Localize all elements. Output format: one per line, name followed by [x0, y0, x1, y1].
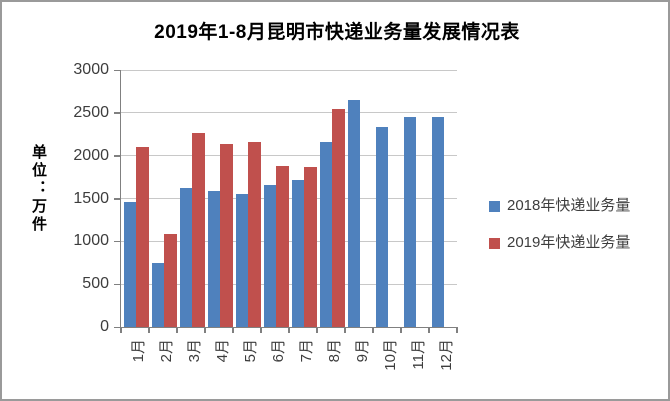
bar-2019年快递业务量-7月 [304, 166, 317, 327]
y-axis-tick-label: 2500 [73, 103, 109, 121]
y-axis-tick-label: 1500 [73, 189, 109, 207]
bar-2019年快递业务量-8月 [332, 109, 345, 327]
y-axis-unit-label: 单位：万件 [30, 144, 47, 234]
bar-2018年快递业务量-3月 [179, 188, 192, 327]
x-axis-tick [456, 327, 458, 333]
bar-2018年快递业务量-8月 [319, 141, 332, 327]
x-axis-tick-label: 2月 [157, 339, 175, 363]
bar-2019年快递业务量-3月 [192, 133, 205, 327]
x-axis-tick [204, 327, 206, 333]
y-axis-tick-label: 3000 [73, 61, 109, 78]
legend-swatch-2019-icon [489, 237, 500, 249]
bar-2018年快递业务量-2月 [151, 262, 164, 327]
x-axis-tick [260, 327, 262, 333]
y-axis-tick [114, 155, 120, 157]
y-axis-tick-label: 500 [82, 275, 109, 293]
x-axis-tick-label: 6月 [269, 339, 287, 363]
gridline [121, 240, 457, 242]
x-axis-tick-label: 4月 [213, 339, 231, 363]
bar-2018年快递业务量-6月 [263, 184, 276, 327]
legend-label-2019: 2019年快递业务量 [507, 234, 631, 251]
x-axis-tick-label: 8月 [325, 339, 343, 363]
bar-2018年快递业务量-1月 [123, 201, 136, 327]
x-axis-tick-label: 9月 [353, 339, 371, 363]
gridline [121, 112, 457, 114]
x-axis-tick-label: 10月 [381, 339, 399, 371]
y-axis-tick [114, 283, 120, 286]
gridline [121, 283, 457, 285]
legend-swatch-2018-icon [489, 200, 500, 212]
y-axis-tick [114, 69, 120, 71]
legend-item-2018: 2018年快递业务量 [489, 196, 630, 216]
gridline [121, 69, 457, 71]
x-axis-tick [120, 327, 122, 333]
x-axis-tick [344, 327, 346, 333]
legend-label-2018: 2018年快递业务量 [507, 197, 631, 214]
y-axis-tick-label: 0 [100, 318, 109, 335]
y-axis-tick [114, 112, 120, 114]
gridline [121, 155, 457, 157]
x-axis-tick-label: 5月 [241, 339, 259, 363]
x-axis-tick [176, 327, 178, 333]
bar-2018年快递业务量-9月 [347, 99, 360, 327]
bar-2019年快递业务量-1月 [136, 147, 149, 327]
x-axis-tick [232, 327, 234, 333]
x-axis-tick-label: 7月 [297, 339, 315, 363]
legend: 2018年快递业务量 2019年快递业务量 [489, 196, 630, 270]
x-axis-tick [400, 327, 402, 333]
x-axis-tick [288, 327, 290, 333]
bar-2018年快递业务量-5月 [235, 194, 248, 327]
x-axis-tick [148, 327, 150, 333]
x-axis-tick-label: 11月 [409, 339, 427, 370]
gridline [121, 198, 457, 199]
x-axis-tick [316, 327, 318, 333]
x-axis-tick-label: 3月 [185, 339, 203, 363]
y-axis-tick [114, 198, 120, 200]
x-axis-tick [372, 327, 374, 333]
bar-2018年快递业务量-12月 [431, 117, 444, 327]
y-axis-tick-label: 2000 [73, 146, 109, 164]
x-axis-tick [428, 327, 430, 333]
legend-item-2019: 2019年快递业务量 [489, 233, 630, 253]
x-axis-tick-label: 12月 [437, 339, 455, 371]
y-axis-tick-label: 1000 [73, 232, 109, 250]
bar-2018年快递业务量-10月 [375, 127, 388, 327]
bar-2019年快递业务量-4月 [220, 143, 233, 327]
chart-title: 2019年1-8月昆明市快递业务量发展情况表 [154, 22, 520, 43]
bar-2019年快递业务量-6月 [276, 165, 289, 327]
bar-2018年快递业务量-4月 [207, 190, 220, 327]
bar-2019年快递业务量-5月 [248, 141, 261, 327]
bar-2018年快递业务量-7月 [291, 179, 304, 327]
bar-2018年快递业务量-11月 [403, 117, 416, 327]
bar-2019年快递业务量-2月 [164, 233, 177, 327]
y-axis-tick [114, 326, 120, 328]
y-axis-tick [114, 240, 120, 243]
y-axis-line [119, 70, 121, 328]
x-axis-tick-label: 1月 [129, 339, 147, 363]
